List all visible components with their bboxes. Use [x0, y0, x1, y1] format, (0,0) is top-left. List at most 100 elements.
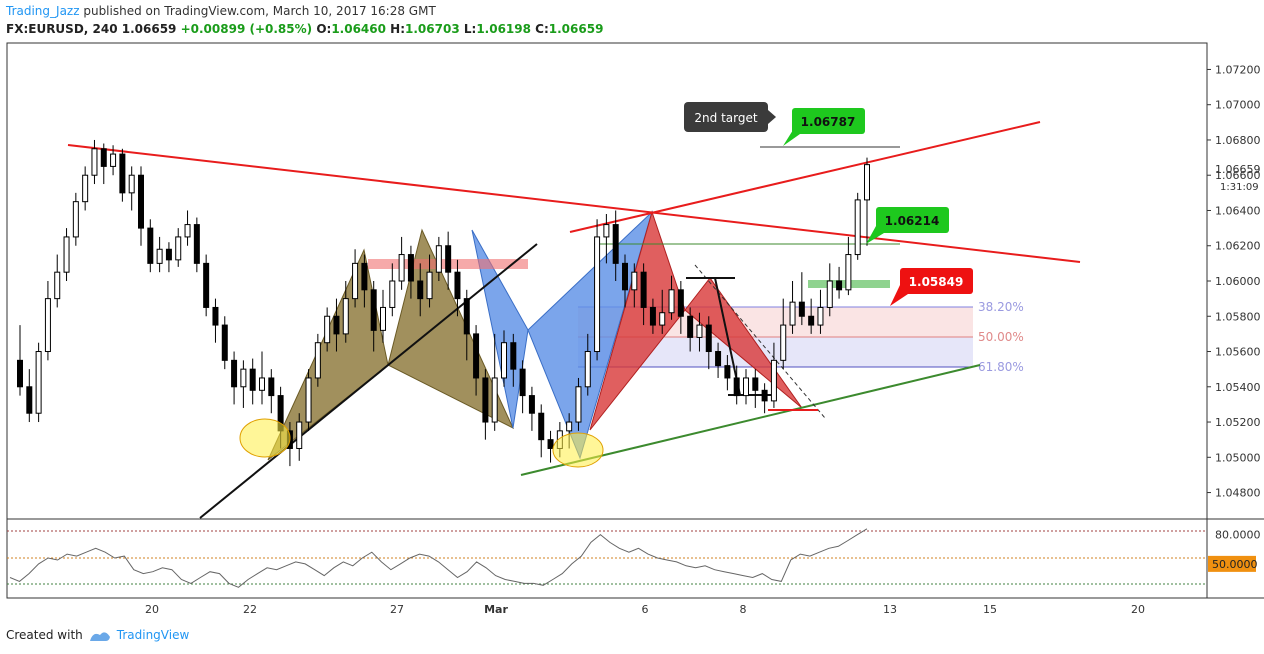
candle — [361, 254, 368, 308]
candle — [35, 342, 42, 423]
fib-label-382: 38.20% — [978, 300, 1024, 314]
candle — [659, 289, 666, 334]
candle — [445, 231, 452, 290]
candle — [501, 330, 507, 387]
candle — [575, 377, 582, 431]
candle-body — [519, 368, 526, 397]
highlight-ellipse-2[interactable] — [552, 432, 604, 468]
candle — [314, 333, 321, 387]
candle-body — [603, 224, 610, 238]
channel-upper-line[interactable] — [569, 121, 1041, 233]
price-label-2[interactable]: 1.06214 — [866, 207, 949, 244]
candle-body — [128, 174, 135, 194]
candle-body — [44, 298, 51, 353]
candle-body — [305, 377, 312, 423]
candle-body — [817, 306, 824, 326]
dashed-channel-line[interactable] — [694, 264, 826, 419]
candle-body — [808, 315, 815, 326]
candle — [808, 298, 815, 334]
candle — [324, 307, 331, 352]
candle-body — [26, 386, 33, 414]
candle-body — [231, 359, 238, 388]
candle-body — [696, 324, 703, 338]
candle-body — [743, 377, 749, 397]
candle — [854, 192, 861, 260]
candle-body — [547, 439, 554, 449]
candle — [342, 281, 349, 343]
candle — [370, 281, 377, 352]
candle-body — [380, 306, 386, 331]
candle — [407, 245, 414, 299]
candle — [212, 298, 219, 343]
price-tick-label: 1.06000 — [1215, 275, 1261, 288]
rsi-line — [9, 528, 868, 588]
candle-body — [268, 377, 275, 397]
downtrend-line[interactable] — [67, 144, 1081, 263]
candle-body — [761, 389, 768, 402]
candle — [649, 298, 656, 334]
candle — [175, 228, 182, 267]
candle — [724, 355, 731, 391]
candle-body — [184, 224, 191, 238]
fib-label-618: 61.80% — [978, 360, 1024, 374]
open-value: 1.06460 — [331, 22, 386, 36]
price-label-1-pointer — [783, 130, 800, 146]
candle — [584, 333, 591, 396]
candle-body — [296, 421, 303, 449]
author-link[interactable]: Trading_Jazz — [6, 4, 80, 18]
price-label-3[interactable]: 1.05849 — [890, 268, 973, 306]
price-tick-label: 1.05600 — [1215, 346, 1261, 359]
candle — [305, 369, 312, 431]
candle-body — [342, 298, 349, 335]
last-price: 1.06659 — [121, 22, 177, 36]
candle — [138, 166, 144, 246]
candle-body — [417, 280, 424, 300]
symbol-line: FX:EURUSD, 240 1.06659 +0.00899 (+0.85%)… — [6, 22, 603, 36]
rsi-current-label: 50.0000 — [1212, 558, 1258, 571]
high-label: H: — [390, 22, 406, 36]
candle-body — [724, 365, 731, 379]
candle-body — [119, 153, 126, 194]
publish-info: published on TradingView.com, March 10, … — [79, 4, 436, 18]
price-label-1[interactable]: 1.06787 — [783, 108, 865, 146]
time-tick-label: 27 — [390, 603, 404, 616]
time-tick-label: 13 — [883, 603, 897, 616]
candle — [798, 272, 805, 326]
current-price-label: 1.06659 — [1215, 163, 1261, 176]
highlight-ellipse-1[interactable] — [239, 418, 291, 458]
candle-body — [705, 324, 712, 353]
candle-body — [91, 148, 98, 176]
candle-body — [333, 315, 340, 335]
candle-body — [575, 386, 582, 423]
candle — [770, 342, 777, 408]
candle — [398, 236, 405, 290]
symbol-name[interactable]: FX:EURUSD, 240 — [6, 22, 118, 36]
candle — [82, 166, 89, 211]
candle — [463, 289, 470, 361]
price-label-2-text: 1.06214 — [885, 214, 940, 228]
fib-label-500: 50.00% — [978, 330, 1024, 344]
candle — [677, 281, 684, 334]
candle — [864, 157, 870, 246]
candle-body — [435, 245, 442, 273]
candle-body — [454, 271, 461, 300]
candle — [352, 249, 359, 308]
price-axis[interactable]: 1.07200 1.07000 1.06800 1.06600 1.06400 1.062… — [1207, 63, 1261, 500]
candle-body — [147, 227, 154, 264]
rising-support-line[interactable] — [199, 243, 538, 519]
second-target-callout[interactable]: 2nd target — [684, 102, 776, 132]
candle-body — [193, 224, 200, 264]
candle-body — [687, 315, 694, 338]
time-tick-label: 6 — [642, 603, 649, 616]
candle — [44, 281, 51, 361]
candle — [72, 192, 79, 246]
rsi-pane[interactable]: 80.0000 50.0000 — [7, 528, 1261, 588]
tradingview-link[interactable]: TradingView — [116, 628, 190, 642]
candle — [156, 236, 163, 273]
candle-body — [845, 254, 852, 291]
candle-body — [501, 342, 507, 379]
blue-triangle-2 — [527, 210, 654, 460]
time-axis[interactable]: 20 22 27 Mar 6 8 13 15 20 — [145, 603, 1145, 616]
candle-body — [584, 351, 591, 388]
